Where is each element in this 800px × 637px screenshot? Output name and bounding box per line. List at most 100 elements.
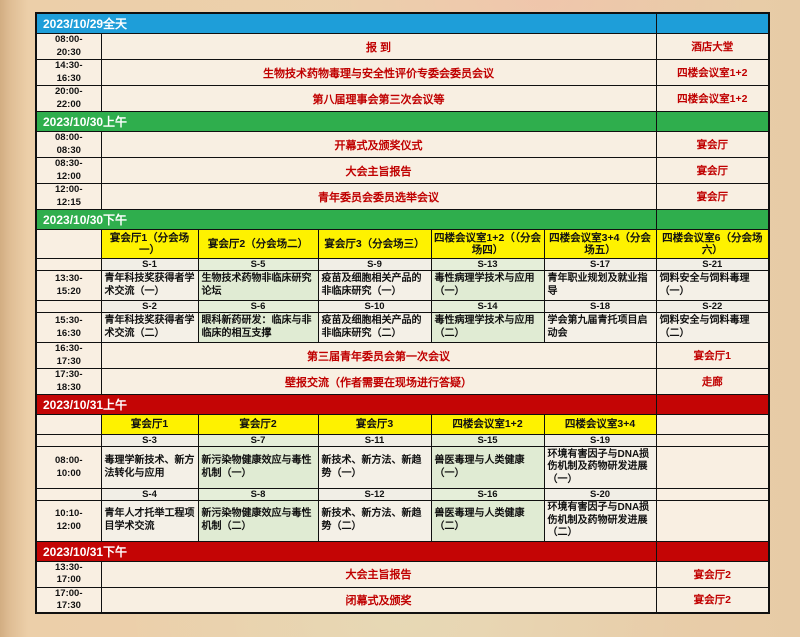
blank-cell — [35, 414, 102, 435]
event-cell: 大会主旨报告 — [100, 560, 657, 588]
location-cell: 走廊 — [655, 368, 770, 395]
session-cell: 毒理学新技术、新方法转化与应用 — [100, 446, 199, 489]
session-code: S-16 — [430, 488, 545, 501]
blank-cell — [35, 434, 102, 447]
schedule-row: 16:30- 17:30 第三届青年委员会第一次会议 宴会厅1 — [35, 342, 770, 369]
time-cell: 08:00- 10:00 — [35, 446, 102, 489]
room-header: 宴会厅2（分会场二） — [197, 229, 319, 259]
schedule-row: 17:30- 18:30 壁报交流（作者需要在现场进行答疑） 走廊 — [35, 368, 770, 395]
blank-cell — [655, 414, 770, 435]
day-header-row: 2023/10/30上午 — [35, 111, 770, 132]
day-header-1031am-side — [655, 394, 770, 415]
room-header: 宴会厅3（分会场三） — [317, 229, 432, 259]
session-code: S-8 — [197, 488, 319, 501]
session-cell: 兽医毒理与人类健康（二） — [430, 500, 545, 542]
time-cell: 17:00- 17:30 — [35, 586, 102, 614]
time-cell: 08:30- 12:00 — [35, 157, 102, 184]
schedule-row: 12:00- 12:15 青年委员会委员选举会议 宴会厅 — [35, 183, 770, 210]
room-header: 四楼会议室6（分会场六） — [655, 229, 770, 259]
location-cell: 酒店大堂 — [655, 33, 770, 60]
session-code: S-3 — [100, 434, 199, 447]
session-cell: 青年职业规划及就业指导 — [543, 270, 657, 301]
room-header: 宴会厅3 — [317, 414, 432, 435]
location-cell: 宴会厅2 — [655, 560, 770, 588]
session-row: 13:30- 15:20 青年科技奖获得者学术交流（一） 生物技术药物非临床研究论… — [35, 270, 770, 301]
event-cell: 开幕式及颁奖仪式 — [100, 131, 657, 158]
time-cell: 17:30- 18:30 — [35, 368, 102, 395]
session-row: 10:10- 12:00 青年人才托举工程项目学术交流 新污染物健康效应与毒性机制… — [35, 500, 770, 542]
session-cell: 环境有害因子与DNA损伤机制及药物研发进展（二） — [543, 500, 657, 542]
blank-cell — [655, 488, 770, 501]
session-cell: 疫苗及细胞相关产品的非临床研究（一） — [317, 270, 432, 301]
schedule-row: 14:30- 16:30 生物技术药物毒理与安全性评价专委会委员会议 四楼会议室1… — [35, 59, 770, 86]
session-cell: 兽医毒理与人类健康（一） — [430, 446, 545, 489]
session-cell: 学会第九届青托项目启动会 — [543, 312, 657, 343]
time-cell: 14:30- 16:30 — [35, 59, 102, 86]
session-cell: 疫苗及细胞相关产品的非临床研究（二） — [317, 312, 432, 343]
schedule-row: 20:00- 22:00 第八届理事会第三次会议等 四楼会议室1+2 — [35, 85, 770, 112]
session-cell: 新技术、新方法、新趋势（二） — [317, 500, 432, 542]
session-row: 15:30- 16:30 青年科技奖获得者学术交流（二） 眼科新药研发：临床与非临… — [35, 312, 770, 343]
location-cell: 四楼会议室1+2 — [655, 85, 770, 112]
session-code: S-18 — [543, 300, 657, 313]
location-cell: 宴会厅 — [655, 157, 770, 184]
room-header: 四楼会议室3+4（分会场五） — [543, 229, 657, 259]
session-code: S-20 — [543, 488, 657, 501]
session-cell: 饲料安全与饲料毒理（二） — [655, 312, 770, 343]
room-header-row: 宴会厅1 宴会厅2 宴会厅3 四楼会议室1+2 四楼会议室3+4 — [35, 414, 770, 435]
session-cell: 青年科技奖获得者学术交流（二） — [100, 312, 199, 343]
schedule-row: 08:30- 12:00 大会主旨报告 宴会厅 — [35, 157, 770, 184]
conference-schedule-table: 2023/10/29全天 08:00- 20:30 报 到 酒店大堂 14:30-… — [35, 12, 771, 615]
session-code: S-17 — [543, 258, 657, 271]
session-code: S-13 — [430, 258, 545, 271]
session-cell: 新污染物健康效应与毒性机制（一） — [197, 446, 319, 489]
blank-cell — [655, 434, 770, 447]
event-cell: 壁报交流（作者需要在现场进行答疑） — [100, 368, 657, 395]
day-header-row: 2023/10/31下午 — [35, 540, 770, 562]
session-code: S-2 — [100, 300, 199, 313]
room-header: 宴会厅2 — [197, 414, 319, 435]
schedule-row: 13:30- 17:00 大会主旨报告 宴会厅2 — [35, 560, 770, 588]
time-cell: 08:00- 08:30 — [35, 131, 102, 158]
day-header-1030am-side — [655, 111, 770, 132]
time-cell: 13:30- 17:00 — [35, 560, 102, 588]
room-header: 宴会厅1（分会场一） — [100, 229, 199, 259]
session-cell: 新技术、新方法、新趋势（一） — [317, 446, 432, 489]
day-header-1029-side — [655, 12, 770, 34]
room-header: 四楼会议室1+2（（分会场四） — [430, 229, 545, 259]
location-cell: 宴会厅1 — [655, 342, 770, 369]
session-code: S-5 — [197, 258, 319, 271]
session-code: S-21 — [655, 258, 770, 271]
session-code: S-1 — [100, 258, 199, 271]
day-header-row: 2023/10/29全天 — [35, 12, 770, 34]
session-code: S-19 — [543, 434, 657, 447]
session-cell: 毒性病理学技术与应用（二） — [430, 312, 545, 343]
session-code: S-11 — [317, 434, 432, 447]
day-header-row: 2023/10/30下午 — [35, 209, 770, 230]
session-code: S-9 — [317, 258, 432, 271]
day-header-row: 2023/10/31上午 — [35, 394, 770, 415]
session-cell: 新污染物健康效应与毒性机制（二） — [197, 500, 319, 542]
session-cell: 青年科技奖获得者学术交流（一） — [100, 270, 199, 301]
blank-cell — [35, 229, 102, 259]
session-code: S-12 — [317, 488, 432, 501]
session-code: S-6 — [197, 300, 319, 313]
blank-cell — [655, 446, 770, 489]
session-cell: 生物技术药物非临床研究论坛 — [197, 270, 319, 301]
session-cell: 环境有害因子与DNA损伤机制及药物研发进展（一） — [543, 446, 657, 489]
time-cell: 16:30- 17:30 — [35, 342, 102, 369]
session-code: S-22 — [655, 300, 770, 313]
location-cell: 四楼会议室1+2 — [655, 59, 770, 86]
location-cell: 宴会厅 — [655, 183, 770, 210]
blank-cell — [35, 488, 102, 501]
session-code-row: S-2 S-6 S-10 S-14 S-18 S-22 — [35, 300, 770, 313]
blank-cell — [655, 500, 770, 542]
session-code-row: S-4 S-8 S-12 S-16 S-20 — [35, 488, 770, 501]
session-code: S-7 — [197, 434, 319, 447]
session-cell: 眼科新药研发：临床与非临床的相互支撑 — [197, 312, 319, 343]
room-header: 四楼会议室1+2 — [430, 414, 545, 435]
session-code-row: S-1 S-5 S-9 S-13 S-17 S-21 — [35, 258, 770, 271]
time-cell: 08:00- 20:30 — [35, 33, 102, 60]
session-row: 08:00- 10:00 毒理学新技术、新方法转化与应用 新污染物健康效应与毒性机… — [35, 446, 770, 489]
session-code: S-4 — [100, 488, 199, 501]
